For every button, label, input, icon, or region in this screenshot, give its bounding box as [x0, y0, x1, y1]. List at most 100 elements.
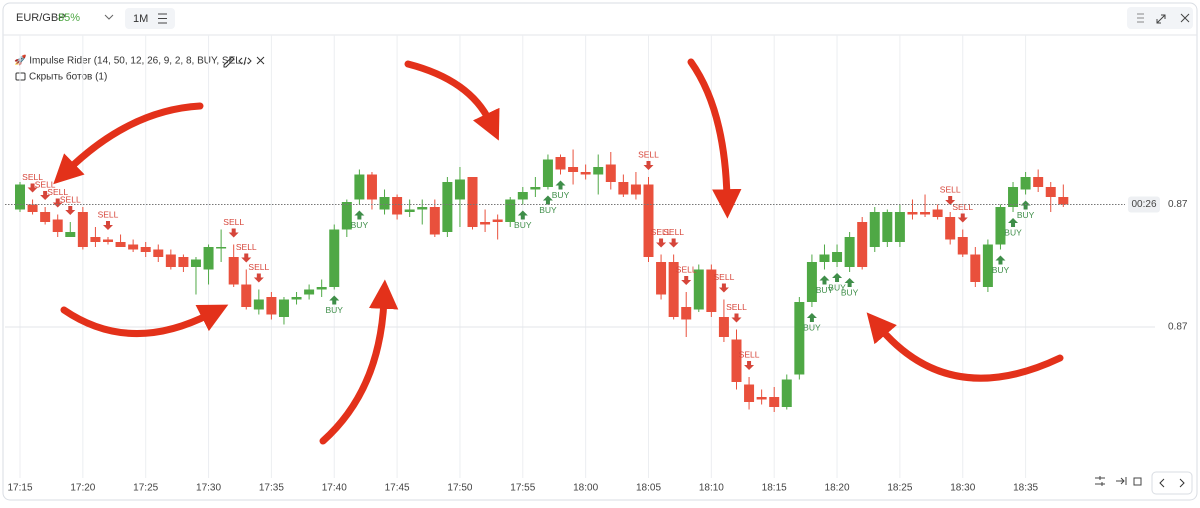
candle-body [404, 209, 415, 212]
candle-body [882, 212, 893, 242]
buy-arrow [1008, 218, 1019, 227]
sell-label: SELL [22, 172, 43, 182]
sell-arrow [65, 206, 76, 215]
candle-body [429, 207, 440, 235]
sell-label: SELL [47, 187, 68, 197]
candle-body [706, 269, 717, 312]
candle-body [1008, 187, 1019, 207]
candle-body [115, 242, 126, 247]
candle-body [454, 179, 465, 200]
candle-body [102, 239, 113, 242]
sell-label: SELL [940, 184, 961, 194]
sell-arrow [27, 183, 38, 193]
candle-body [253, 299, 264, 310]
timeframe[interactable]: 1M [133, 13, 148, 25]
candle-body [266, 297, 277, 315]
symbol[interactable]: EUR/GBP [16, 12, 66, 24]
candle-body [15, 184, 25, 210]
copy-icon[interactable] [1133, 477, 1142, 486]
sell-label: SELL [236, 242, 257, 252]
buy-label: BUY [992, 265, 1010, 275]
settings-icon[interactable] [1095, 476, 1105, 486]
x-tick-label: 17:35 [259, 483, 284, 494]
candle-body [731, 339, 742, 382]
close-icon[interactable] [1180, 13, 1190, 23]
candle-body [505, 199, 516, 222]
candle-body [77, 212, 88, 247]
remove-icon[interactable] [256, 56, 265, 65]
candle-body [542, 159, 553, 187]
code-icon[interactable] [238, 56, 252, 66]
list-icon[interactable] [1137, 13, 1144, 23]
symbol-chevron[interactable] [104, 14, 114, 20]
candle-body [995, 207, 1006, 245]
buy-label: BUY [841, 287, 859, 297]
candle-body [693, 269, 704, 310]
candle-body [291, 297, 302, 300]
annotation-arrow [53, 102, 204, 185]
candle-body [165, 254, 176, 267]
x-tick-label: 17:40 [322, 483, 347, 494]
menu-icon[interactable] [158, 13, 167, 24]
sell-arrow [744, 361, 755, 370]
candle-body [794, 302, 805, 375]
x-tick-label: 18:30 [950, 483, 975, 494]
annotation-arrow [60, 304, 229, 338]
window-controls [1127, 7, 1193, 29]
buy-label: BUY [514, 220, 532, 230]
x-tick-label: 17:30 [196, 483, 221, 494]
edit-icon[interactable] [223, 56, 235, 68]
candle-body [366, 174, 377, 200]
candle-body [467, 177, 478, 227]
hide-bots[interactable]: Скрыть ботов (1) [29, 71, 107, 83]
timeframe-box[interactable] [125, 8, 175, 29]
buy-arrow [329, 295, 340, 305]
candle-body [618, 182, 629, 195]
sell-arrow [643, 161, 654, 170]
frame [2, 2, 1198, 501]
sell-label: SELL [714, 272, 735, 282]
candle-body [781, 379, 792, 407]
candle-body [379, 197, 390, 210]
scroll-end-icon[interactable] [1116, 477, 1127, 485]
annotation-arrow [866, 312, 1064, 382]
candle-body [819, 254, 830, 262]
candle-body [1020, 177, 1031, 190]
candle-body [153, 249, 164, 257]
sell-arrow [945, 196, 956, 205]
nav-prev[interactable] [1159, 478, 1165, 488]
sell-label: SELL [663, 227, 684, 237]
buy-arrow [354, 210, 365, 220]
x-tick-label: 17:25 [133, 483, 158, 494]
candle-body [341, 202, 352, 230]
sell-arrow [681, 276, 692, 285]
candle-body [806, 262, 817, 302]
candle-body [982, 244, 993, 287]
sell-label: SELL [726, 302, 747, 312]
bot-label: 🚀 Impulse Rider (14, 50, 12, 26, 9, 2, 8… [14, 54, 249, 67]
sell-arrow [52, 198, 63, 208]
candle-body [27, 204, 38, 212]
candle-body [354, 174, 365, 200]
sell-label: SELL [60, 194, 81, 204]
candle-body [442, 182, 453, 232]
candle-body [894, 212, 905, 242]
x-tick-label: 17:55 [510, 483, 535, 494]
expand-icon[interactable] [1156, 14, 1166, 24]
x-tick-label: 17:45 [385, 483, 410, 494]
candle-body [304, 289, 315, 295]
candle-body [140, 247, 151, 252]
sell-label: SELL [35, 179, 56, 189]
candle-body [681, 307, 692, 320]
candle-body [480, 222, 491, 225]
candle-body [52, 219, 63, 232]
sell-arrow [241, 253, 252, 263]
candle-body [1033, 177, 1044, 187]
candle-body [555, 157, 566, 170]
candle-body [568, 167, 579, 172]
x-tick-label: 17:50 [447, 483, 472, 494]
nav-next[interactable] [1179, 478, 1185, 488]
sell-label: SELL [676, 264, 697, 274]
sell-arrow [102, 221, 113, 230]
candle-body [492, 219, 503, 222]
